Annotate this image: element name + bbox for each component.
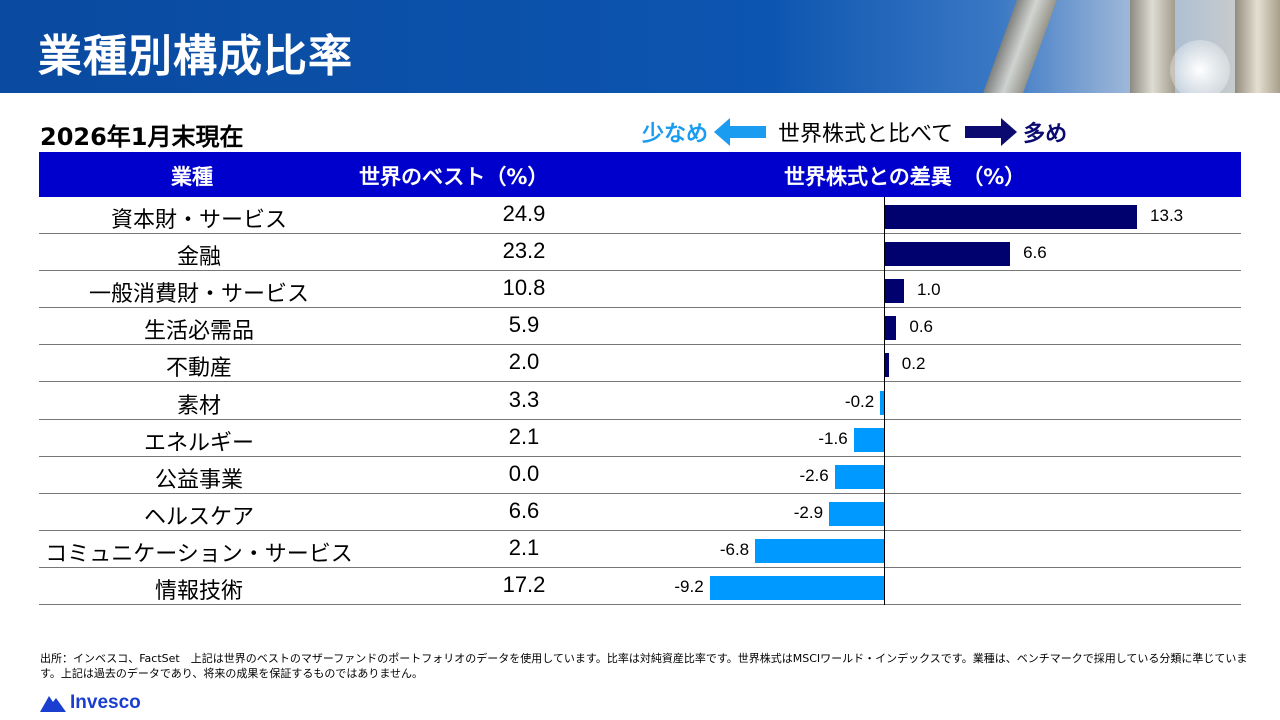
sector-name: 資本財・サービス — [110, 208, 287, 233]
sector-name: 生活必需品 — [143, 319, 254, 345]
difference-label: 6.6 — [1023, 243, 1047, 263]
header-difference: 世界株式との差異 （%） — [784, 165, 1026, 189]
page-title: 業種別構成比率 — [38, 31, 353, 82]
table-row: 生活必需品 5.9 0.6 — [39, 308, 1241, 346]
difference-bar — [880, 390, 884, 415]
difference-label: -9.2 — [674, 577, 704, 596]
difference-bar — [885, 242, 1011, 267]
fund-weight: 0.0 — [508, 460, 540, 486]
fund-weight: 24.9 — [502, 201, 546, 226]
difference-label: -2.6 — [799, 465, 829, 485]
table-row: 資本財・サービス 24.9 13.3 — [39, 197, 1241, 234]
table-row: 情報技術 17.2 -9.2 — [39, 568, 1241, 605]
fund-weight: 3.3 — [508, 386, 540, 412]
sector-name: ヘルスケア — [143, 504, 254, 530]
table-row: コミュニケーション・サービス 2.1 -6.8 — [39, 531, 1241, 568]
header-sector: 業種 — [171, 165, 213, 189]
arrow-right-icon — [965, 118, 1018, 146]
table-row: 公益事業 0.0 -2.6 — [39, 457, 1241, 494]
sector-name: エネルギー — [143, 430, 254, 456]
fund-weight: 2.0 — [508, 349, 540, 375]
fund-weight: 10.8 — [502, 275, 546, 301]
logo-mountain-icon — [40, 696, 66, 712]
logo-text: Invesco — [70, 692, 141, 713]
fund-weight: 2.1 — [508, 423, 540, 449]
difference-label: 0.2 — [901, 354, 926, 374]
zero-axis — [884, 197, 885, 605]
sector-name: 素材 — [176, 393, 221, 419]
as-of-date: 2026年1月末現在 — [40, 123, 244, 151]
footnote: 出所：インベスコ、FactSet 上記は世界のベストのマザーファンドのポートフォ… — [40, 652, 1248, 680]
difference-label: 1.0 — [916, 280, 941, 300]
difference-label: -0.2 — [844, 391, 875, 411]
sector-name: 金融 — [176, 245, 221, 271]
table-row: 金融 23.2 6.6 — [39, 234, 1241, 272]
pillar-image — [1235, 0, 1280, 93]
difference-label: -2.9 — [793, 502, 824, 522]
arrow-left-icon — [714, 118, 767, 146]
sector-name: 一般消費財・サービス — [88, 282, 309, 308]
legend-more: 多め — [1023, 122, 1068, 147]
sun-glow — [1170, 40, 1230, 100]
header-fund-weight: 世界のベスト（%） — [359, 165, 549, 189]
legend-less: 少なめ — [642, 122, 709, 147]
legend-middle: 世界株式と比べて — [778, 122, 954, 147]
difference-bar — [709, 576, 884, 600]
table-row: 素材 3.3 -0.2 — [39, 383, 1241, 420]
difference-bar — [829, 501, 884, 526]
table-row: 一般消費財・サービス 10.8 1.0 — [39, 271, 1241, 309]
difference-bar — [834, 464, 884, 489]
table-row: ヘルスケア 6.6 -2.9 — [39, 494, 1241, 531]
table-header: 業種 世界のベスト（%） 世界株式との差異 （%） — [39, 152, 1241, 197]
difference-bar — [755, 538, 884, 563]
table-row: 不動産 2.0 0.2 — [39, 345, 1241, 383]
difference-bar — [853, 427, 884, 452]
sector-name: コミュニケーション・サービス — [45, 541, 353, 567]
header-banner — [0, 0, 1280, 100]
difference-label: -6.8 — [719, 539, 750, 559]
difference-bar — [885, 205, 1138, 229]
sector-name: 情報技術 — [154, 579, 243, 604]
sector-name: 不動産 — [165, 356, 232, 382]
pillar-image — [983, 0, 1057, 93]
fund-weight: 17.2 — [502, 572, 546, 597]
pillar-image — [1130, 0, 1175, 93]
sector-name: 公益事業 — [154, 467, 243, 493]
fund-weight: 5.9 — [508, 312, 540, 338]
fund-weight: 6.6 — [508, 497, 540, 523]
difference-bar — [885, 353, 889, 378]
difference-label: -1.6 — [818, 428, 848, 448]
table-row: エネルギー 2.1 -1.6 — [39, 420, 1241, 457]
fund-weight: 2.1 — [508, 534, 540, 560]
difference-label: 13.3 — [1150, 206, 1184, 225]
fund-weight: 23.2 — [502, 238, 546, 264]
invesco-logo: Invesco — [40, 692, 141, 714]
difference-bar — [885, 279, 904, 304]
difference-label: 0.6 — [909, 317, 933, 337]
direction-legend: 少なめ 世界株式と比べて 多め — [642, 114, 1067, 150]
difference-bar — [885, 316, 897, 341]
